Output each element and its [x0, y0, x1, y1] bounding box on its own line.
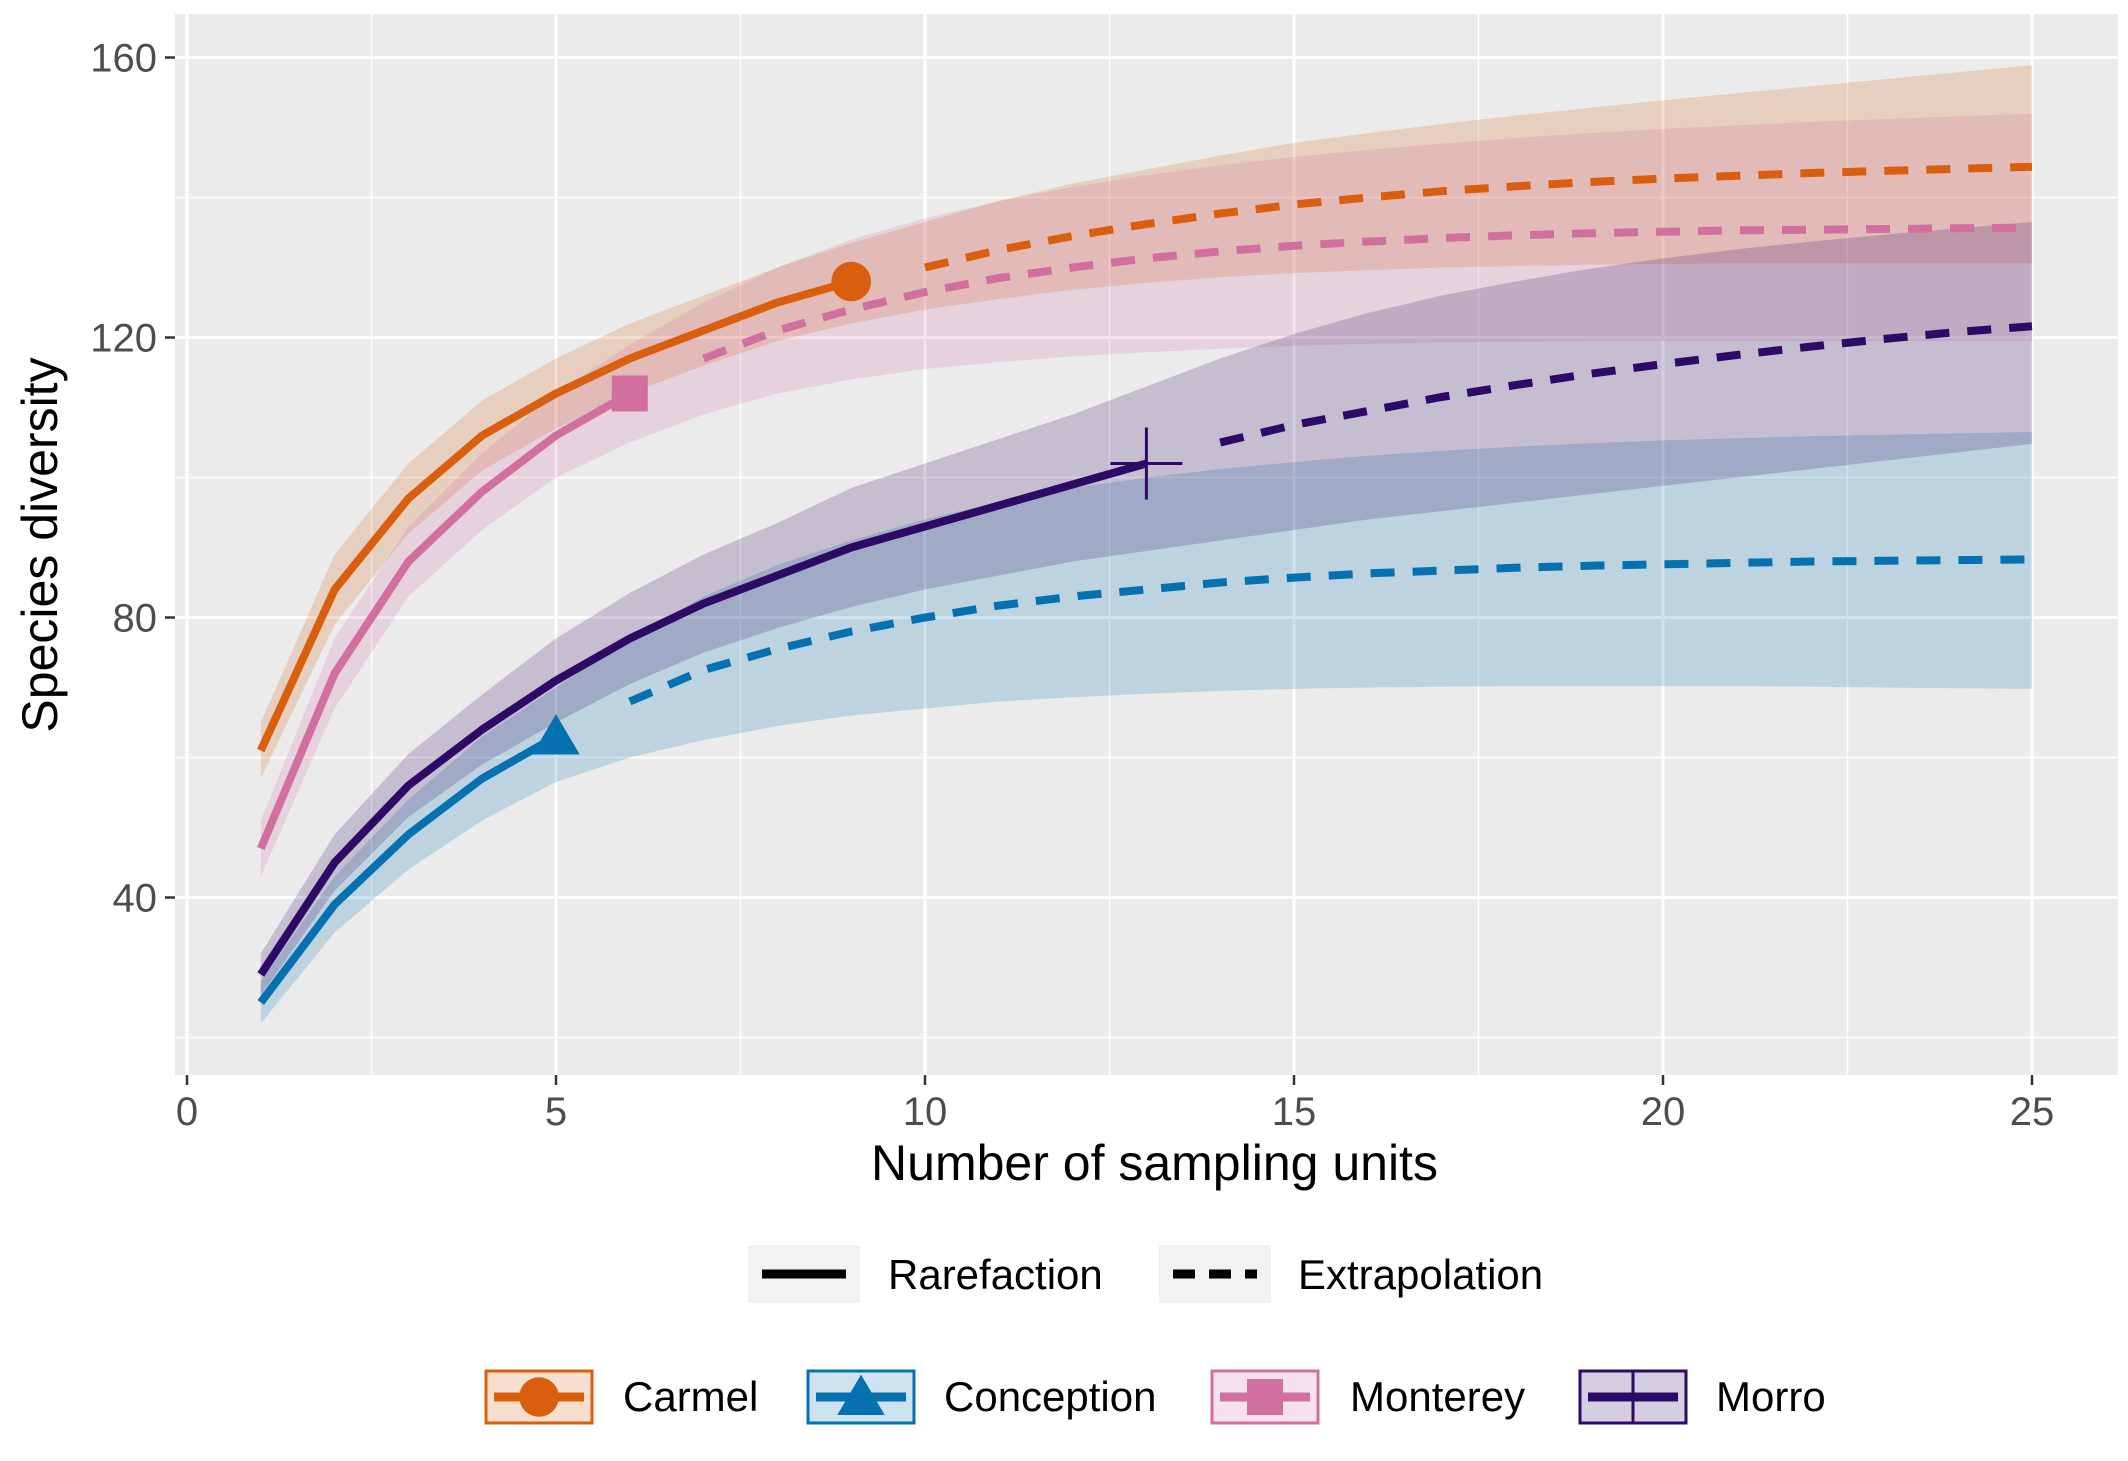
x-tick-label: 25: [2010, 1090, 2055, 1134]
series-legend-item-monterey: Monterey: [1210, 1369, 1525, 1425]
linetype-legend-item-dashed: Extrapolation: [1159, 1245, 1543, 1303]
x-tick-label: 0: [176, 1090, 198, 1134]
reference-markers: [532, 261, 1183, 755]
x-tick-label: 20: [1641, 1090, 1686, 1134]
marker-monterey: [611, 375, 648, 412]
y-tick-label: 160: [90, 37, 157, 81]
confidence-ribbons: [260, 65, 2032, 1024]
x-tick-label: 15: [1272, 1090, 1317, 1134]
x-tick-label: 10: [903, 1090, 948, 1134]
extrapolation-line-carmel: [924, 162, 2033, 272]
legend-label-conception: Conception: [944, 1373, 1156, 1420]
legend-label-carmel: Carmel: [623, 1373, 758, 1420]
rarefaction-line-carmel: [257, 277, 853, 753]
series-legend-item-carmel: Carmel: [484, 1369, 758, 1425]
marker-conception: [532, 714, 580, 755]
rarefaction-line-conception: [257, 733, 558, 1005]
minor-grid: [175, 14, 2118, 1075]
rarefaction-line-morro: [257, 459, 1148, 977]
legend-label-monterey: Monterey: [1350, 1373, 1525, 1420]
marker-morro: [1110, 427, 1183, 500]
legend-cross-icon: [1607, 1371, 1659, 1423]
legend-label-morro: Morro: [1716, 1373, 1826, 1420]
extrapolation-line-monterey: [702, 223, 2033, 363]
x-axis-title: Number of sampling units: [871, 1135, 1438, 1191]
y-tick-label: 120: [90, 317, 157, 361]
legend-label-solid: Rarefaction: [888, 1251, 1103, 1298]
legend-circle-icon: [519, 1377, 559, 1417]
linetype-legend: Rarefaction Extrapolation: [748, 1245, 1543, 1303]
legend-triangle-icon: [837, 1374, 885, 1415]
extrapolation-line-conception: [628, 555, 2033, 706]
legend-square-icon: [1247, 1379, 1283, 1415]
ribbon-monterey: [260, 113, 2032, 877]
y-tick-label: 80: [113, 597, 158, 641]
legend-label-dashed: Extrapolation: [1298, 1251, 1543, 1298]
x-tick-label: 5: [545, 1090, 567, 1134]
y-tick-label: 40: [113, 877, 158, 921]
y-axis-title: Species diversity: [12, 357, 68, 732]
series-lines: [257, 162, 2033, 1005]
y-axis: 40 80 120 160: [90, 37, 175, 921]
linetype-legend-item-solid: Rarefaction: [748, 1245, 1103, 1303]
rarefaction-line-monterey: [257, 390, 632, 851]
ribbon-conception: [260, 432, 2032, 1024]
extrapolation-line-morro: [1219, 322, 2033, 447]
major-grid: [175, 14, 2118, 1075]
marker-carmel: [831, 261, 871, 302]
x-axis: 0 5 10 15 20 25: [176, 1075, 2054, 1134]
series-legend-item-morro: Morro: [1578, 1369, 1826, 1425]
ribbon-carmel: [260, 65, 2032, 779]
ribbon-morro: [260, 222, 2032, 996]
series-legend: Carmel Conception Monterey Morro: [484, 1369, 1826, 1425]
series-legend-item-conception: Conception: [806, 1369, 1156, 1425]
